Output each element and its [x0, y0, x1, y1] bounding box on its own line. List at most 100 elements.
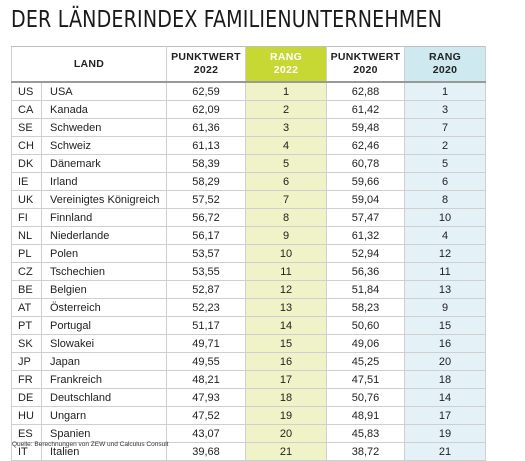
- punktwert-2020-cell: 61,32: [326, 226, 405, 245]
- table-row: FR Frankreich 48,21 17 47,51 18: [11, 370, 486, 389]
- rang-2020-cell: 17: [404, 406, 486, 425]
- table-row: SK Slowakei 49,71 15 49,06 16: [11, 334, 486, 353]
- table-row: DK Dänemark 58,39 5 60,78 5: [11, 154, 486, 173]
- rang-2022-cell: 7: [245, 190, 327, 209]
- punktwert-2020-cell: 45,83: [326, 424, 405, 443]
- country-code-cell: HU: [11, 406, 42, 425]
- table-row: PT Portugal 51,17 14 50,60 15: [11, 316, 486, 335]
- country-code-cell: SE: [11, 118, 42, 137]
- header-punktwert-2022: PUNKTWERT 2022: [166, 46, 246, 83]
- punktwert-2022-cell: 53,55: [166, 262, 246, 281]
- punktwert-2020-cell: 47,51: [326, 370, 405, 389]
- punktwert-2022-cell: 62,09: [166, 100, 246, 119]
- country-name-cell: Niederlande: [41, 226, 167, 245]
- source-note: Quelle: Berechnungen von ZEW und Calculu…: [12, 441, 169, 448]
- ranking-table-container: LAND PUNKTWERT 2022 RANG 2022 PUNKTWERT …: [11, 46, 486, 461]
- country-code-cell: NL: [11, 226, 42, 245]
- punktwert-2022-cell: 61,13: [166, 136, 246, 155]
- rang-2020-cell: 7: [404, 118, 486, 137]
- rang-2022-cell: 6: [245, 172, 327, 191]
- country-name-cell: Spanien: [41, 424, 167, 443]
- table-row: US USA 62,59 1 62,88 1: [11, 82, 486, 101]
- punktwert-2022-cell: 43,07: [166, 424, 246, 443]
- punktwert-2020-cell: 62,46: [326, 136, 405, 155]
- punktwert-2022-cell: 47,52: [166, 406, 246, 425]
- rang-2022-cell: 10: [245, 244, 327, 263]
- punktwert-2020-cell: 50,76: [326, 388, 405, 407]
- rang-2022-cell: 18: [245, 388, 327, 407]
- punktwert-2022-cell: 47,93: [166, 388, 246, 407]
- punktwert-2020-cell: 45,25: [326, 352, 405, 371]
- country-name-cell: Polen: [41, 244, 167, 263]
- punktwert-2022-cell: 58,29: [166, 172, 246, 191]
- country-code-cell: IE: [11, 172, 42, 191]
- rang-2020-cell: 14: [404, 388, 486, 407]
- header-rang-2020-line1: RANG: [428, 51, 462, 63]
- country-name-cell: Ungarn: [41, 406, 167, 425]
- punktwert-2022-cell: 56,72: [166, 208, 246, 227]
- table-row: CA Kanada 62,09 2 61,42 3: [11, 100, 486, 119]
- punktwert-2022-cell: 57,52: [166, 190, 246, 209]
- table-row: SE Schweden 61,36 3 59,48 7: [11, 118, 486, 137]
- table-row: HU Ungarn 47,52 19 48,91 17: [11, 406, 486, 425]
- rang-2020-cell: 20: [404, 352, 486, 371]
- rang-2022-cell: 5: [245, 154, 327, 173]
- country-name-cell: Kanada: [41, 100, 167, 119]
- punktwert-2022-cell: 51,17: [166, 316, 246, 335]
- punktwert-2020-cell: 50,60: [326, 316, 405, 335]
- rang-2022-cell: 14: [245, 316, 327, 335]
- table-header: LAND PUNKTWERT 2022 RANG 2022 PUNKTWERT …: [11, 46, 486, 83]
- country-name-cell: Schweden: [41, 118, 167, 137]
- punktwert-2022-cell: 56,17: [166, 226, 246, 245]
- rang-2020-cell: 16: [404, 334, 486, 353]
- country-name-cell: Frankreich: [41, 370, 167, 389]
- country-name-cell: Schweiz: [41, 136, 167, 155]
- rang-2020-cell: 9: [404, 298, 486, 317]
- table-row: AT Österreich 52,23 13 58,23 9: [11, 298, 486, 317]
- punktwert-2020-cell: 62,88: [326, 82, 405, 101]
- country-name-cell: Portugal: [41, 316, 167, 335]
- table-row: JP Japan 49,55 16 45,25 20: [11, 352, 486, 371]
- country-name-cell: Finnland: [41, 208, 167, 227]
- country-name-cell: Deutschland: [41, 388, 167, 407]
- punktwert-2022-cell: 52,87: [166, 280, 246, 299]
- country-code-cell: FI: [11, 208, 42, 227]
- country-code-cell: US: [11, 82, 42, 101]
- rang-2020-cell: 2: [404, 136, 486, 155]
- country-code-cell: DE: [11, 388, 42, 407]
- country-code-cell: DK: [11, 154, 42, 173]
- table-row: CZ Tschechien 53,55 11 56,36 11: [11, 262, 486, 281]
- country-code-cell: CH: [11, 136, 42, 155]
- rang-2022-cell: 4: [245, 136, 327, 155]
- punktwert-2020-cell: 38,72: [326, 442, 405, 461]
- country-code-cell: AT: [11, 298, 42, 317]
- rang-2022-cell: 1: [245, 82, 327, 101]
- table-body: US USA 62,59 1 62,88 1 CA Kanada 62,09 2 61,42 3 SE S…: [11, 82, 486, 461]
- country-name-cell: Österreich: [41, 298, 167, 317]
- punktwert-2022-cell: 52,23: [166, 298, 246, 317]
- punktwert-2020-cell: 59,66: [326, 172, 405, 191]
- table-row: FI Finnland 56,72 8 57,47 10: [11, 208, 486, 227]
- rang-2022-cell: 12: [245, 280, 327, 299]
- header-rang-2022-line1: RANG: [269, 51, 303, 63]
- table-row: IE Irland 58,29 6 59,66 6: [11, 172, 486, 191]
- country-code-cell: JP: [11, 352, 42, 371]
- header-punktwert-2022-line2: 2022: [193, 64, 219, 76]
- ranking-table: LAND PUNKTWERT 2022 RANG 2022 PUNKTWERT …: [11, 46, 486, 461]
- punktwert-2020-cell: 52,94: [326, 244, 405, 263]
- punktwert-2022-cell: 61,36: [166, 118, 246, 137]
- table-row: UK Vereinigtes Königreich 57,52 7 59,04 8: [11, 190, 486, 209]
- rang-2022-cell: 8: [245, 208, 327, 227]
- country-name-cell: Vereinigtes Königreich: [41, 190, 167, 209]
- header-rang-2022: RANG 2022: [245, 46, 327, 83]
- rang-2020-cell: 3: [404, 100, 486, 119]
- rang-2022-cell: 21: [245, 442, 327, 461]
- country-code-cell: PL: [11, 244, 42, 263]
- country-name-cell: Belgien: [41, 280, 167, 299]
- rang-2020-cell: 15: [404, 316, 486, 335]
- rang-2020-cell: 4: [404, 226, 486, 245]
- punktwert-2020-cell: 59,04: [326, 190, 405, 209]
- rang-2022-cell: 15: [245, 334, 327, 353]
- table-row: ES Spanien 43,07 20 45,83 19: [11, 424, 486, 443]
- punktwert-2022-cell: 58,39: [166, 154, 246, 173]
